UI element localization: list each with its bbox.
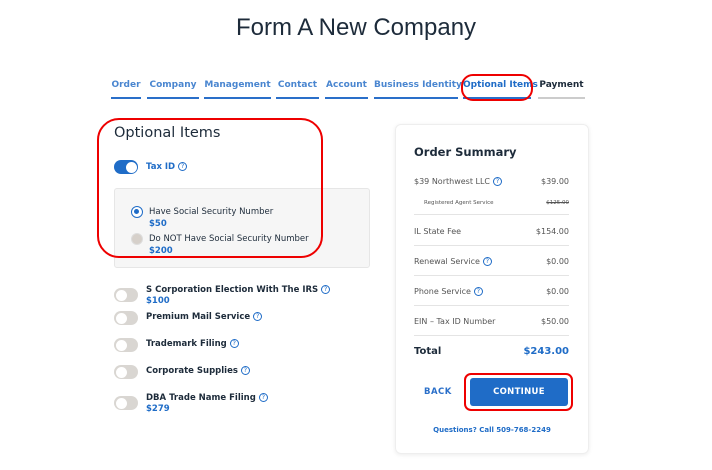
summary-line: IL State Fee $154.00: [414, 227, 569, 236]
tab-account[interactable]: Account: [325, 80, 368, 99]
help-icon[interactable]: ?: [178, 162, 188, 171]
item-toggle[interactable]: [114, 338, 138, 352]
summary-line: EIN – Tax ID Number $50.00: [414, 317, 569, 326]
item-label-text: Corporate Supplies: [146, 366, 238, 376]
highlight-continue-button: [464, 373, 573, 411]
divider: [414, 305, 569, 306]
tab-payment[interactable]: Payment: [538, 80, 585, 99]
line-value: $125.00: [546, 200, 569, 206]
item-label: S Corporation Election With The IRS?: [146, 285, 331, 295]
divider: [414, 335, 569, 336]
divider: [414, 275, 569, 276]
item-label-text: Trademark Filing: [146, 339, 227, 349]
back-button[interactable]: BACK: [424, 387, 452, 397]
help-icon[interactable]: ?: [482, 257, 492, 266]
item-label: Trademark Filing?: [146, 339, 239, 349]
tax-id-toggle[interactable]: [114, 160, 138, 174]
item-price: $279: [146, 404, 170, 414]
help-icon[interactable]: ?: [240, 366, 250, 375]
line-label: EIN – Tax ID Number: [414, 317, 495, 326]
option-price: $50: [149, 219, 167, 229]
help-icon[interactable]: ?: [229, 339, 239, 348]
item-label: Premium Mail Service?: [146, 312, 263, 322]
tab-optional-items[interactable]: Optional Items: [463, 80, 538, 99]
item-label-text: DBA Trade Name Filing: [146, 393, 256, 403]
radio-label: Do NOT Have Social Security Number: [149, 234, 309, 244]
divider: [414, 245, 569, 246]
radio-no-ssn[interactable]: [131, 233, 143, 245]
item-toggle[interactable]: [114, 365, 138, 379]
questions-phone-link[interactable]: Questions? Call 509-768-2249: [433, 426, 551, 434]
highlight-tax-id-section: [97, 118, 323, 258]
tab-contact[interactable]: Contact: [276, 80, 319, 99]
total-row: Total $243.00: [414, 346, 569, 357]
item-price: $100: [146, 296, 170, 306]
order-summary-heading: Order Summary: [414, 145, 517, 159]
summary-line: Phone Service? $0.00: [414, 287, 569, 296]
line-label-text: EIN – Tax ID Number: [414, 317, 496, 326]
tab-order[interactable]: Order: [111, 80, 141, 99]
divider: [414, 214, 569, 215]
item-toggle[interactable]: [114, 288, 138, 302]
highlight-optional-items-tab: [461, 74, 533, 101]
line-label: $39 Northwest LLC?: [414, 177, 502, 186]
optional-items-heading: Optional Items: [114, 125, 221, 141]
item-label-text: S Corporation Election With The IRS: [146, 285, 319, 295]
option-price: $200: [149, 246, 173, 256]
help-icon[interactable]: ?: [321, 285, 331, 294]
tab-business-identity[interactable]: Business Identity: [374, 80, 462, 99]
item-label: DBA Trade Name Filing?: [146, 393, 268, 403]
radio-label: Have Social Security Number: [149, 207, 274, 217]
continue-button[interactable]: CONTINUE: [470, 378, 568, 406]
tab-management[interactable]: Management: [204, 80, 271, 99]
summary-line: Renewal Service? $0.00: [414, 257, 569, 266]
line-value: $50.00: [541, 317, 569, 326]
line-label: Phone Service?: [414, 287, 483, 296]
item-toggle[interactable]: [114, 311, 138, 325]
radio-have-ssn[interactable]: [131, 206, 143, 218]
tab-company[interactable]: Company: [147, 80, 199, 99]
help-icon[interactable]: ?: [258, 393, 268, 402]
order-summary-card: [395, 124, 589, 454]
line-label: IL State Fee: [414, 227, 461, 236]
line-label-text: Registered Agent Service: [424, 200, 494, 206]
item-label: Corporate Supplies?: [146, 366, 250, 376]
total-value: $243.00: [523, 346, 569, 357]
help-icon[interactable]: ?: [493, 177, 502, 186]
line-label-text: Renewal Service: [414, 257, 480, 266]
tax-id-options-panel: [114, 188, 370, 268]
line-label: Renewal Service?: [414, 257, 492, 266]
item-label-text: Premium Mail Service: [146, 312, 251, 322]
help-icon[interactable]: ?: [473, 287, 483, 296]
line-value: $0.00: [546, 257, 569, 266]
summary-line: $39 Northwest LLC? $39.00: [414, 177, 569, 186]
tax-id-label: Tax ID?: [146, 162, 188, 172]
line-value: $0.00: [546, 287, 569, 296]
summary-line: Registered Agent Service $125.00: [414, 200, 569, 206]
line-value: $154.00: [535, 227, 569, 236]
total-label: Total: [414, 346, 442, 357]
line-label-text: Phone Service: [414, 287, 471, 296]
line-value: $39.00: [541, 177, 569, 186]
item-toggle[interactable]: [114, 396, 138, 410]
help-icon[interactable]: ?: [253, 312, 263, 321]
line-label-text: IL State Fee: [414, 227, 462, 236]
line-label: Registered Agent Service: [424, 200, 494, 206]
line-label-text: $39 Northwest LLC: [414, 177, 490, 186]
page-title: Form A New Company: [235, 14, 477, 41]
